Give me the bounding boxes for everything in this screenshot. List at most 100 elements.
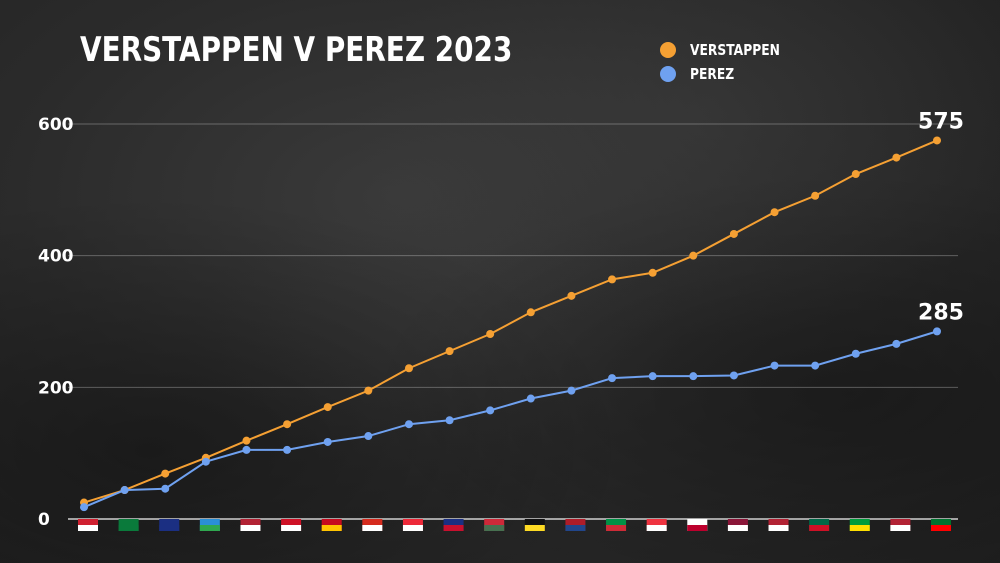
flag-icon <box>321 519 342 531</box>
flag-icon <box>524 519 545 531</box>
y-tick-label-400: 400 <box>38 247 74 267</box>
flag-band <box>484 525 505 531</box>
data-point-perez <box>892 339 901 348</box>
data-point-perez <box>201 457 210 466</box>
data-point-perez <box>404 420 413 429</box>
data-point-perez <box>811 361 820 370</box>
data-point-verstappen <box>851 170 860 179</box>
data-point-verstappen <box>729 229 738 238</box>
flag-band <box>321 525 342 531</box>
data-point-perez <box>486 406 495 415</box>
data-point-perez <box>689 372 698 381</box>
flag-icon <box>849 519 870 531</box>
flag-band <box>606 525 627 531</box>
flag-band <box>362 525 383 531</box>
data-point-verstappen <box>892 153 901 162</box>
data-point-verstappen <box>608 275 617 284</box>
data-point-perez <box>445 416 454 425</box>
flag-band <box>281 525 302 531</box>
data-point-perez <box>323 437 332 446</box>
flag-icon <box>281 519 302 531</box>
data-point-verstappen <box>811 191 820 200</box>
data-point-verstappen <box>526 308 535 317</box>
flag-band <box>78 525 98 531</box>
flag-icon <box>443 519 464 531</box>
legend-marker-perez <box>660 66 676 82</box>
data-point-verstappen <box>404 364 413 373</box>
legend: VERSTAPPEN PEREZ <box>660 38 800 86</box>
data-point-verstappen <box>933 136 941 145</box>
data-point-verstappen <box>486 330 495 339</box>
flag-band <box>524 525 545 531</box>
data-point-verstappen <box>689 251 698 260</box>
data-point-perez <box>120 486 129 495</box>
flag-band <box>646 525 667 531</box>
end-labels: 575 285 <box>918 109 964 325</box>
series-line-perez <box>83 330 938 509</box>
data-point-perez <box>364 432 373 441</box>
chart-title: VERSTAPPEN V PEREZ 2023 <box>80 30 513 70</box>
data-point-perez <box>851 349 860 358</box>
flag-icon <box>646 519 667 531</box>
flag-band <box>565 525 586 531</box>
data-point-verstappen <box>770 208 779 217</box>
data-point-verstappen <box>567 291 576 300</box>
flag-icon <box>362 519 383 531</box>
flag-icon <box>931 519 951 531</box>
y-tick-label-600: 600 <box>38 115 74 135</box>
data-point-perez <box>729 371 738 380</box>
flag-icon <box>727 519 748 531</box>
data-point-verstappen <box>242 436 251 445</box>
legend-item-perez: PEREZ <box>660 62 800 86</box>
data-point-verstappen <box>364 386 373 395</box>
end-label-perez: 285 <box>918 300 964 325</box>
flag-band <box>402 525 423 531</box>
flag-icon <box>78 519 98 531</box>
flag-icon <box>768 519 789 531</box>
flag-band <box>768 525 789 531</box>
end-label-verstappen: 575 <box>918 109 964 134</box>
flag-icon <box>159 519 180 531</box>
data-point-perez <box>161 484 170 493</box>
flag-icon <box>118 519 139 531</box>
legend-label-perez: PEREZ <box>690 65 735 83</box>
flag-band <box>443 525 464 531</box>
flag-icon <box>484 519 505 531</box>
data-point-perez <box>80 503 88 512</box>
y-tick-label-200: 200 <box>38 378 74 398</box>
data-point-perez <box>608 374 617 383</box>
flag-band <box>159 525 180 531</box>
flag-icon <box>402 519 423 531</box>
data-point-verstappen <box>445 347 454 356</box>
legend-marker-verstappen <box>660 42 676 58</box>
flag-band <box>199 525 220 531</box>
flag-band <box>809 525 830 531</box>
flag-icon <box>565 519 586 531</box>
legend-item-verstappen: VERSTAPPEN <box>660 38 800 62</box>
data-point-perez <box>526 394 535 403</box>
flag-band <box>931 525 951 531</box>
data-point-perez <box>567 386 576 395</box>
data-point-perez <box>283 445 292 454</box>
data-point-perez <box>770 361 779 370</box>
data-point-verstappen <box>323 403 332 412</box>
legend-label-verstappen: VERSTAPPEN <box>690 41 780 59</box>
flag-band <box>849 525 870 531</box>
flag-icon <box>240 519 261 531</box>
flag-band <box>240 525 261 531</box>
flag-band <box>687 525 708 531</box>
flag-band <box>890 525 911 531</box>
data-point-verstappen <box>648 268 657 277</box>
flag-icon <box>687 519 708 531</box>
data-point-perez <box>242 445 251 454</box>
data-point-verstappen <box>283 420 292 429</box>
flag-icon <box>606 519 627 531</box>
flag-icon <box>890 519 911 531</box>
y-tick-label-0: 0 <box>38 510 50 530</box>
x-axis-flags <box>78 519 951 531</box>
series-group <box>80 136 941 512</box>
flag-band <box>727 525 748 531</box>
data-point-perez <box>648 372 657 381</box>
flag-icon <box>199 519 220 531</box>
